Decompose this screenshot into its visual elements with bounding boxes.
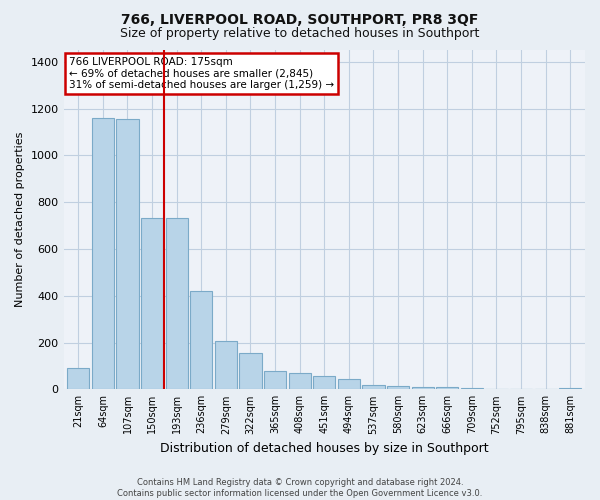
Bar [116,119,139,390]
Bar [239,353,262,390]
Bar [92,118,114,390]
Bar [559,388,581,390]
Bar [289,373,311,390]
Bar [362,384,385,390]
Text: 766 LIVERPOOL ROAD: 175sqm
← 69% of detached houses are smaller (2,845)
31% of s: 766 LIVERPOOL ROAD: 175sqm ← 69% of deta… [69,57,334,90]
Bar [190,291,212,390]
Bar [412,387,434,390]
Bar [215,342,237,390]
Bar [338,379,360,390]
Bar [436,387,458,390]
Bar [67,368,89,390]
Text: Size of property relative to detached houses in Southport: Size of property relative to detached ho… [121,28,479,40]
Bar [313,376,335,390]
Bar [264,370,286,390]
Bar [166,218,188,390]
Bar [387,386,409,390]
Text: Contains HM Land Registry data © Crown copyright and database right 2024.
Contai: Contains HM Land Registry data © Crown c… [118,478,482,498]
Y-axis label: Number of detached properties: Number of detached properties [15,132,25,308]
Bar [461,388,483,390]
Bar [141,218,163,390]
X-axis label: Distribution of detached houses by size in Southport: Distribution of detached houses by size … [160,442,488,455]
Text: 766, LIVERPOOL ROAD, SOUTHPORT, PR8 3QF: 766, LIVERPOOL ROAD, SOUTHPORT, PR8 3QF [121,12,479,26]
